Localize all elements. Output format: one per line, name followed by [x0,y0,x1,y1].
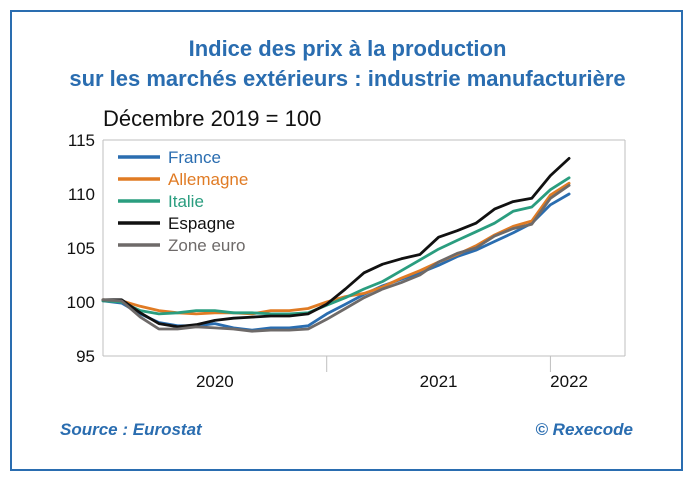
y-tick-label: 100 [67,293,95,312]
legend-label-italie: Italie [168,192,204,211]
series-line-italie [101,176,571,316]
chart-title-line2: sur les marchés extérieurs : industrie m… [69,66,626,91]
source-label: Source : Eurostat [60,420,202,439]
legend-label-allemagne: Allemagne [168,170,248,189]
y-tick-label: 110 [68,185,95,204]
copyright-label: © Rexecode [535,420,633,439]
chart-subtitle: Décembre 2019 = 100 [103,106,322,131]
chart-frame [10,10,683,471]
series-line-zone-euro [101,183,571,333]
y-tick-label: 115 [68,131,95,150]
y-tick-label: 95 [76,347,95,366]
chart-title: Indice des prix à la production [188,36,507,61]
series-line-espagne [101,156,571,329]
x-tick-label: 2021 [420,372,458,391]
legend-label-france: France [168,148,221,167]
x-tick-label: 2022 [550,372,588,391]
x-tick-label: 2020 [196,372,234,391]
legend-label-zone-euro: Zone euro [168,236,246,255]
y-tick-label: 105 [67,239,95,258]
legend-label-espagne: Espagne [168,214,235,233]
